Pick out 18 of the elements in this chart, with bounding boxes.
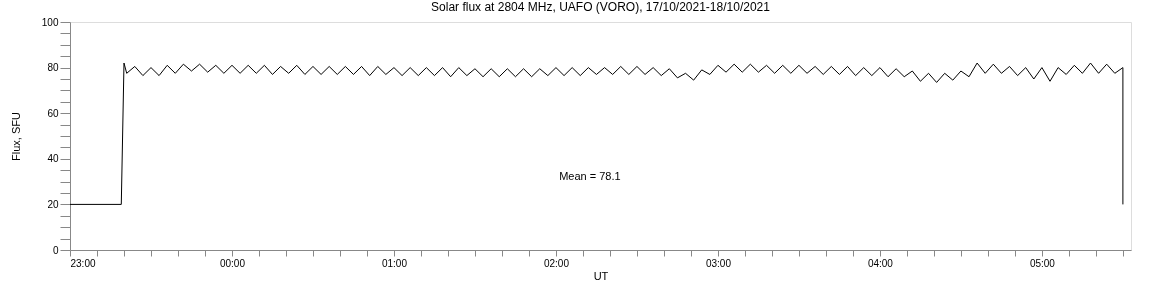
y-tick-label: 0 [52,244,59,256]
x-tick-label: 23:00 [70,257,96,269]
y-tick-label: 80 [47,62,59,74]
x-tick-label: 01:00 [381,257,408,269]
x-tick-label: 04:00 [867,257,894,269]
x-tick-label: 02:00 [543,257,570,269]
x-tick-label: 00:00 [219,257,246,269]
x-axis-title: UT [593,269,609,282]
x-tick-label: 03:00 [705,257,732,269]
y-tick-label: 100 [41,16,59,28]
x-tick-label: 05:00 [1029,257,1056,269]
line-series [70,62,1124,205]
annotation: Mean = 78.1 [559,170,621,183]
chart-title: Solar flux at 2804 MHz, UAFO (VORO), 17/10/2021-18/10/2021 [431,0,771,14]
y-tick-label: 20 [47,198,59,210]
y-axis-title: Flux, SFU [9,112,22,161]
y-tick-label: 40 [47,153,59,165]
y-tick-label: 60 [47,107,59,119]
